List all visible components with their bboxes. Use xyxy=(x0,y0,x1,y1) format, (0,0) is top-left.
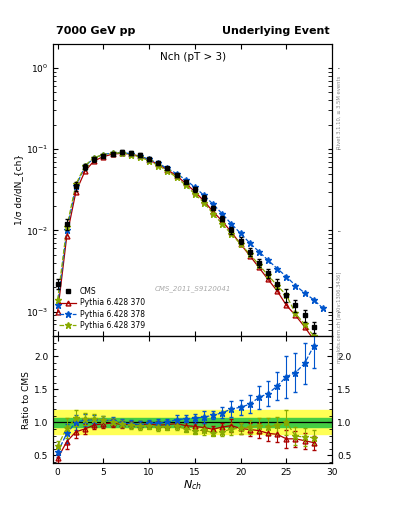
Text: Underlying Event: Underlying Event xyxy=(222,26,329,36)
Text: Nch (pT > 3): Nch (pT > 3) xyxy=(160,52,226,62)
Text: Rivet 3.1.10, ≥ 3.5M events: Rivet 3.1.10, ≥ 3.5M events xyxy=(337,76,342,150)
X-axis label: $N_{ch}$: $N_{ch}$ xyxy=(183,479,202,493)
Y-axis label: 1/σ dσ/dN_{ch}: 1/σ dσ/dN_{ch} xyxy=(14,154,23,225)
Text: 7000 GeV pp: 7000 GeV pp xyxy=(56,26,135,36)
Text: CMS_2011_S9120041: CMS_2011_S9120041 xyxy=(154,286,231,292)
Legend: CMS, Pythia 6.428 370, Pythia 6.428 378, Pythia 6.428 379: CMS, Pythia 6.428 370, Pythia 6.428 378,… xyxy=(57,285,147,332)
Y-axis label: Ratio to CMS: Ratio to CMS xyxy=(22,371,31,429)
Text: mcplots.cern.ch [arXiv:1306.3436]: mcplots.cern.ch [arXiv:1306.3436] xyxy=(337,272,342,363)
